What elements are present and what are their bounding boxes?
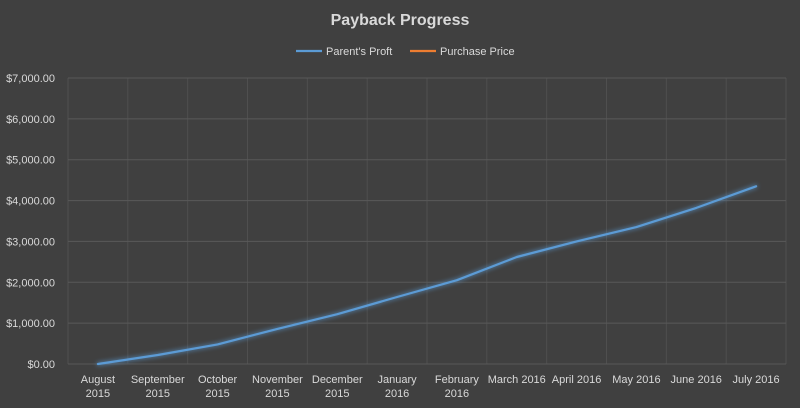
x-tick-label: December 2015 [312, 374, 363, 400]
series-line [96, 185, 758, 366]
x-tick-label: March 2016 [488, 374, 546, 386]
chart-title: Payback Progress [331, 12, 470, 29]
y-tick-label: $7,000.00 [6, 73, 55, 85]
y-tick-label: $4,000.00 [6, 196, 55, 208]
y-tick-label: $0.00 [27, 359, 55, 371]
x-tick-label: September 2015 [131, 374, 185, 400]
x-tick-label: May 2016 [612, 374, 660, 386]
y-tick-label: $6,000.00 [6, 114, 55, 126]
y-tick-label: $5,000.00 [6, 155, 55, 167]
chart-legend: Parent's Proft Purchase Price [296, 46, 515, 58]
x-tick-label: April 2016 [552, 374, 602, 386]
y-tick-label: $1,000.00 [6, 318, 55, 330]
legend-label: Purchase Price [440, 46, 515, 58]
legend-label: Parent's Proft [326, 46, 392, 58]
x-tick-label: November 2015 [252, 374, 303, 400]
x-tick-label: July 2016 [733, 374, 780, 386]
x-tick-label: June 2016 [671, 374, 722, 386]
chart-grid [67, 77, 787, 365]
x-tick-label: August 2015 [81, 374, 115, 400]
y-tick-label: $3,000.00 [6, 236, 55, 248]
y-axis: $0.00 $1,000.00 $2,000.00 $3,000.00 $4,000.0… [6, 73, 55, 371]
x-axis: August 2015 September 2015 October 2015 Novemb… [81, 374, 780, 400]
chart-series [96, 117, 758, 366]
x-tick-label: January 2016 [378, 374, 418, 400]
x-tick-label: October 2015 [198, 374, 237, 400]
x-tick-label: February 2016 [435, 374, 480, 400]
y-tick-label: $2,000.00 [6, 277, 55, 289]
